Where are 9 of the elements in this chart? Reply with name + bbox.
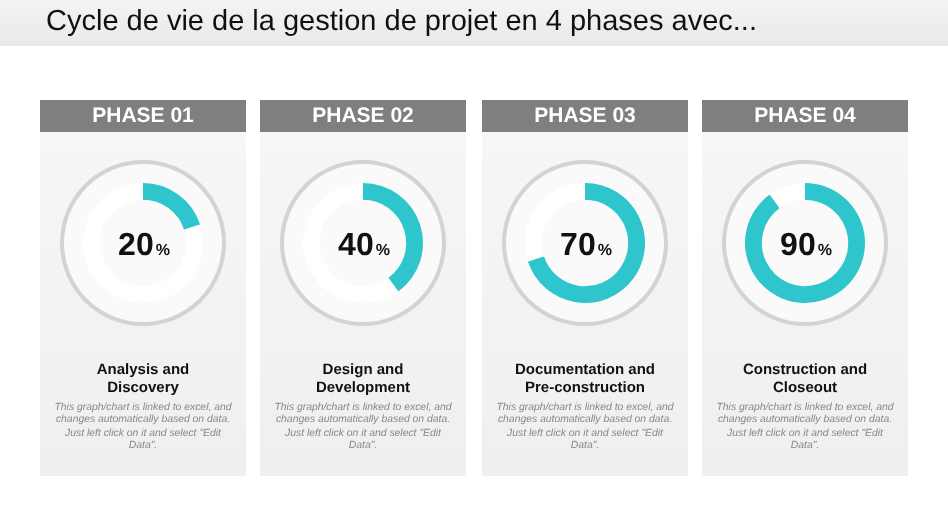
text: 70% (560, 229, 612, 263)
chart-title: PHASE 02 (260, 100, 466, 132)
text: 40% (338, 229, 390, 263)
chart-title: PHASE 03 (482, 100, 688, 132)
text: 20% (118, 229, 170, 263)
chart-title: PHASE 01 (40, 100, 246, 132)
text: 90% (780, 229, 832, 263)
text: Cycle de vie de la gestion de projet en 4 phases avec... (46, 6, 757, 38)
chart-title: PHASE 04 (702, 100, 908, 132)
